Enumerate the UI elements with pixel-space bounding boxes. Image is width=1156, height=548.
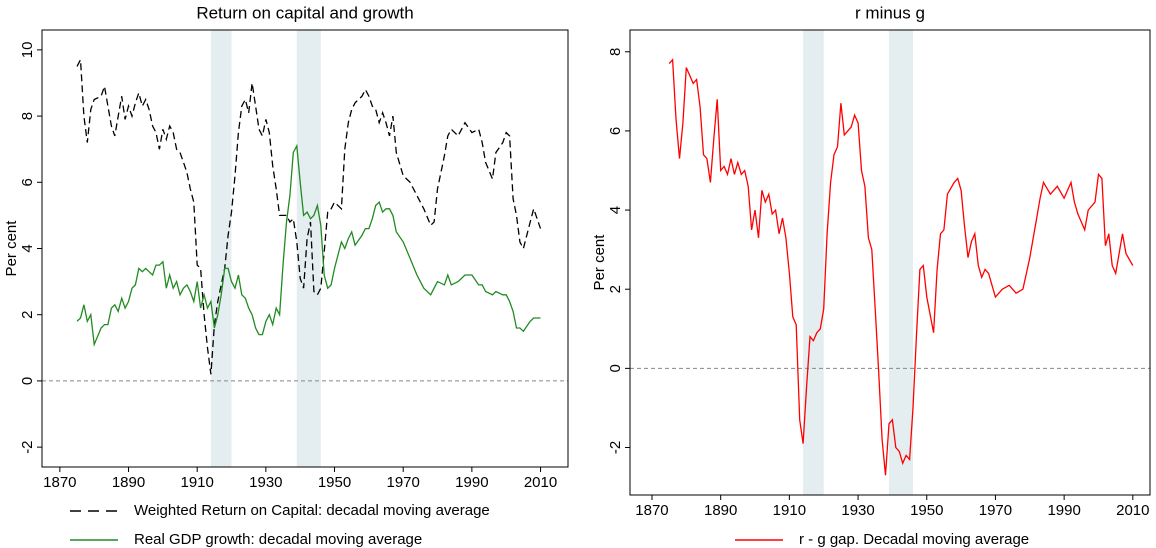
x-tick-label: 1870 (635, 502, 668, 519)
shaded-period (803, 30, 824, 495)
y-axis-label: Per cent (3, 220, 20, 277)
x-tick-label: 1890 (112, 474, 145, 491)
y-tick-label: 6 (19, 178, 36, 186)
series-line (668, 58, 1134, 476)
chart-title: Return on capital and growth (196, 3, 413, 22)
y-tick-label: 2 (19, 311, 36, 319)
y-tick-label: 6 (607, 127, 624, 135)
shaded-period (210, 30, 232, 467)
y-tick-label: -2 (607, 441, 624, 454)
x-tick-label: 1890 (704, 502, 737, 519)
x-tick-label: 2010 (524, 474, 557, 491)
x-tick-label: 1990 (455, 474, 488, 491)
shaded-period (888, 30, 914, 495)
x-tick-label: 1970 (387, 474, 420, 491)
x-tick-label: 1990 (1047, 502, 1080, 519)
y-tick-label: 2 (607, 285, 624, 293)
series-line (76, 143, 541, 348)
y-tick-label: 4 (607, 206, 624, 214)
plot-frame (629, 29, 1151, 496)
y-axis-label: Per cent (591, 234, 608, 291)
y-tick-label: -2 (19, 440, 36, 453)
x-tick-label: 1930 (249, 474, 282, 491)
y-tick-label: 10 (19, 42, 36, 59)
x-tick-label: 1870 (43, 474, 76, 491)
y-tick-label: 8 (19, 112, 36, 120)
y-tick-label: 8 (607, 48, 624, 56)
x-tick-label: 2010 (1116, 502, 1149, 519)
y-tick-label: 0 (607, 364, 624, 372)
y-tick-label: 4 (19, 244, 36, 252)
chart-title: r minus g (855, 3, 925, 22)
x-tick-label: 1930 (841, 502, 874, 519)
legend-label: Real GDP growth: decadal moving average (134, 531, 422, 548)
shaded-period (296, 30, 321, 467)
x-tick-label: 1950 (910, 502, 943, 519)
y-tick-label: 0 (19, 377, 36, 385)
x-tick-label: 1950 (318, 474, 351, 491)
legend-label: r - g gap. Decadal moving average (799, 531, 1029, 548)
x-tick-label: 1970 (979, 502, 1012, 519)
legend-label: Weighted Return on Capital: decadal movi… (134, 502, 490, 519)
x-tick-label: 1910 (181, 474, 214, 491)
x-tick-label: 1910 (773, 502, 806, 519)
series-line (76, 57, 542, 375)
